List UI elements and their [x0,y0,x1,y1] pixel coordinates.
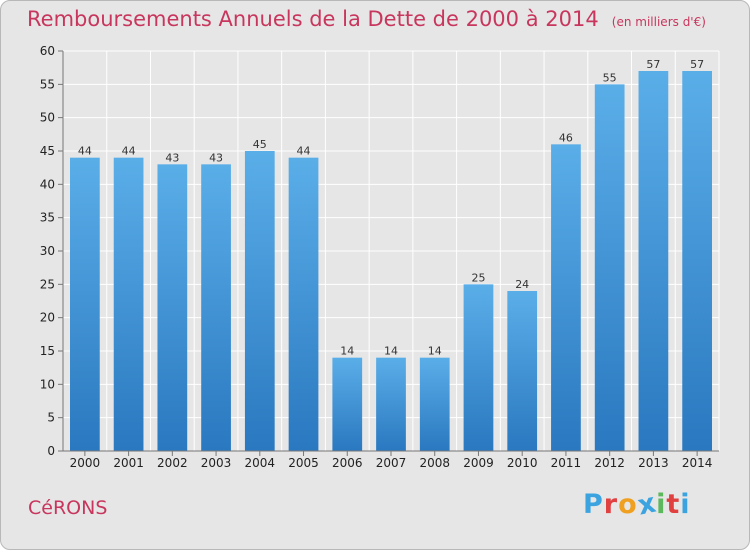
data-label-2014: 57 [690,58,704,71]
bar-2003 [201,164,231,452]
data-label-2004: 45 [253,138,267,151]
y-tick-label: 20 [40,311,55,325]
y-tick-label: 35 [40,211,55,225]
logo-letter: P [583,489,604,520]
x-tick-label-2001: 2001 [113,456,144,470]
data-label-2007: 14 [384,345,398,358]
data-label-2013: 57 [646,58,660,71]
y-tick-label: 0 [47,444,55,458]
logo-letter: t [666,489,681,520]
bar-2006 [332,357,363,451]
data-label-2011: 46 [559,131,573,144]
bar-2012 [594,84,625,451]
x-tick-label-2005: 2005 [288,456,319,470]
data-label-2002: 43 [165,151,179,164]
logo-letter: i [656,489,667,520]
data-label-2006: 14 [340,345,354,358]
x-tick-label-2008: 2008 [419,456,450,470]
bar-2002 [157,164,188,452]
proxiti-logo[interactable]: Proxiti [583,487,691,521]
bar-2014 [682,71,713,451]
bar-2007 [376,357,406,451]
chart-title-row: Remboursements Annuels de la Dette de 20… [27,7,706,31]
x-tick-label-2006: 2006 [332,456,363,470]
chart-title: Remboursements Annuels de la Dette de 20… [27,7,599,31]
x-tick-label-2013: 2013 [638,456,669,470]
data-label-2003: 43 [209,151,223,164]
chart-subtitle: (en milliers d'€) [611,15,706,29]
town-name: CéRONS [28,497,108,519]
data-label-2009: 25 [471,271,485,284]
bar-2013 [638,71,669,451]
y-tick-label: 50 [40,111,55,125]
data-label-2010: 24 [515,278,529,291]
x-tick-label-2002: 2002 [157,456,188,470]
y-tick-label: 45 [40,144,55,158]
bar-2001 [113,157,144,451]
x-tick-label-2011: 2011 [551,456,582,470]
y-tick-label: 25 [40,277,55,291]
y-tick-label: 5 [47,411,55,425]
data-label-2001: 44 [122,145,136,158]
bar-2011 [551,144,581,452]
x-tick-label-2010: 2010 [507,456,538,470]
bar-2009 [463,284,494,451]
y-tick-label: 60 [40,44,55,58]
logo-letter: r [603,489,619,520]
bar-2008 [419,357,450,451]
x-tick-label-2003: 2003 [201,456,232,470]
logo-letter: i [680,489,691,520]
y-tick-label: 40 [40,177,55,191]
data-label-2008: 14 [428,345,442,358]
x-tick-label-2014: 2014 [682,456,713,470]
y-tick-label: 15 [40,344,55,358]
y-tick-label: 10 [40,377,55,391]
bar-2000 [69,157,100,451]
x-tick-label-2007: 2007 [376,456,407,470]
data-label-2012: 55 [603,71,617,84]
x-tick-label-2012: 2012 [594,456,625,470]
x-tick-label-2000: 2000 [70,456,101,470]
data-label-2000: 44 [78,145,92,158]
y-tick-label: 55 [40,77,55,91]
x-tick-label-2004: 2004 [245,456,276,470]
bar-2010 [507,291,538,451]
bar-2005 [288,157,319,451]
y-tick-label: 30 [40,244,55,258]
bar-2004 [244,151,275,451]
x-tick-label-2009: 2009 [463,456,494,470]
logo-letter: o [618,489,638,520]
data-label-2005: 44 [297,145,311,158]
